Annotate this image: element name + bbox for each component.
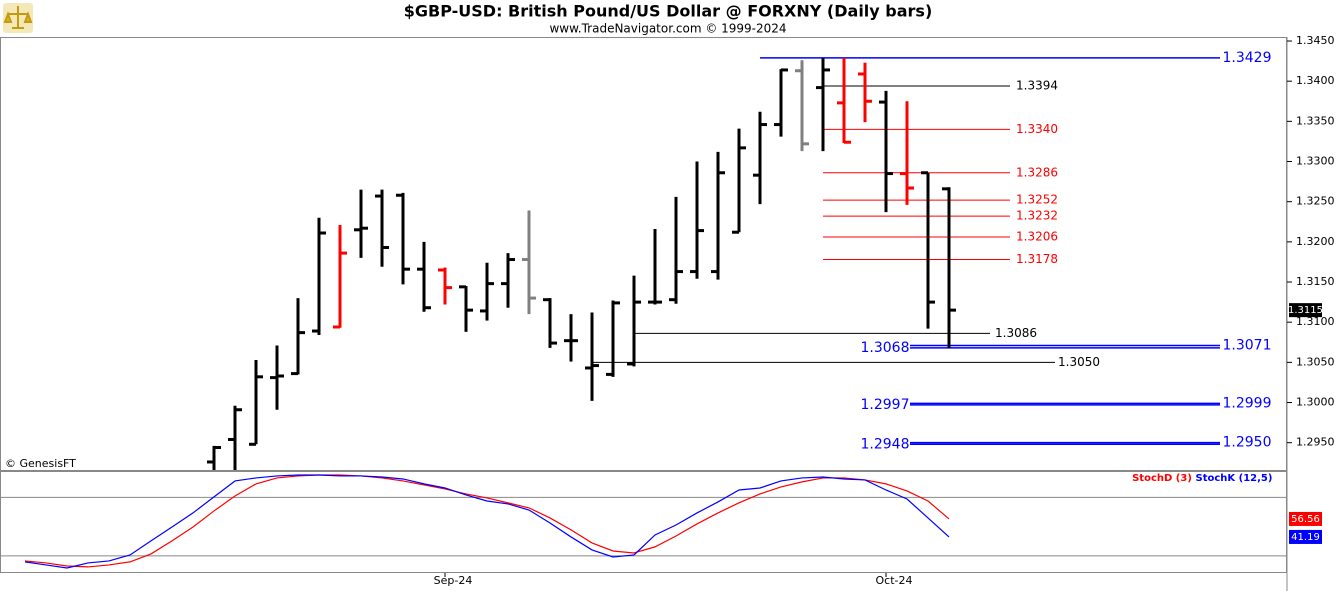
price-plot bbox=[207, 57, 1220, 470]
last-value-label: 41.19 bbox=[1291, 532, 1320, 543]
level-label: 1.2950 bbox=[1223, 435, 1272, 451]
level-label: 1.3340 bbox=[1016, 122, 1058, 136]
y-tick-label: 1.3150 bbox=[1296, 275, 1335, 288]
y-tick-label: 1.3400 bbox=[1296, 74, 1335, 87]
chart-subtitle: www.TradeNavigator.com © 1999-2024 bbox=[549, 22, 786, 36]
y-tick-label: 1.3250 bbox=[1296, 195, 1335, 208]
level-label: 1.3068 bbox=[861, 340, 910, 356]
x-tick-label: Sep-24 bbox=[434, 574, 473, 587]
stoch-plot bbox=[0, 474, 1287, 569]
level-label: 1.3071 bbox=[1223, 337, 1272, 353]
y-tick-label: 1.3050 bbox=[1296, 355, 1335, 368]
overlay: 1.3450 1.3400 1.3350 1.3300 1.3250 1.3200 1.31… bbox=[434, 34, 1335, 587]
stoch-line bbox=[24, 474, 950, 568]
chart-title: $GBP-USD: British Pound/US Dollar @ FORX… bbox=[404, 2, 933, 21]
level-label: 1.3232 bbox=[1016, 209, 1058, 223]
y-tick-label: 1.3300 bbox=[1296, 155, 1335, 168]
y-tick-label: 1.3200 bbox=[1296, 235, 1335, 248]
level-label: 1.3086 bbox=[995, 326, 1037, 340]
logo bbox=[3, 3, 33, 33]
level-label: 1.3050 bbox=[1058, 355, 1100, 369]
last-price-label: 1.3115 bbox=[1288, 305, 1323, 316]
last-price-badge bbox=[1289, 303, 1322, 318]
level-label: 1.2999 bbox=[1223, 395, 1272, 411]
level-label: 1.3206 bbox=[1016, 230, 1058, 244]
legend-entry: StochD (3) bbox=[1132, 473, 1192, 484]
y-tick-label: 1.3450 bbox=[1296, 34, 1335, 47]
level-label: 1.3252 bbox=[1016, 193, 1058, 207]
y-tick-label: 1.2950 bbox=[1296, 436, 1335, 449]
x-tick-label: Oct-24 bbox=[876, 574, 913, 587]
y-tick-label: 1.3350 bbox=[1296, 114, 1335, 127]
level-label: 1.3429 bbox=[1223, 50, 1272, 66]
level-label: 1.3394 bbox=[1016, 79, 1058, 93]
level-label: 1.2948 bbox=[861, 436, 910, 452]
y-tick-label: 1.3100 bbox=[1296, 315, 1335, 328]
y-tick-label: 1.3000 bbox=[1296, 396, 1335, 409]
level-label: 1.3286 bbox=[1016, 165, 1058, 179]
credit: © GenesisFT bbox=[5, 457, 76, 470]
last-value-label: 56.56 bbox=[1291, 514, 1320, 525]
stoch-line bbox=[24, 474, 950, 569]
level-label: 1.3178 bbox=[1016, 252, 1058, 266]
last-value-badge bbox=[1289, 511, 1322, 526]
legend-entry: StochK (12,5) bbox=[1196, 473, 1273, 484]
logo-icon bbox=[3, 6, 33, 29]
level-label: 1.2997 bbox=[861, 397, 910, 413]
last-value-badge bbox=[1289, 529, 1322, 544]
